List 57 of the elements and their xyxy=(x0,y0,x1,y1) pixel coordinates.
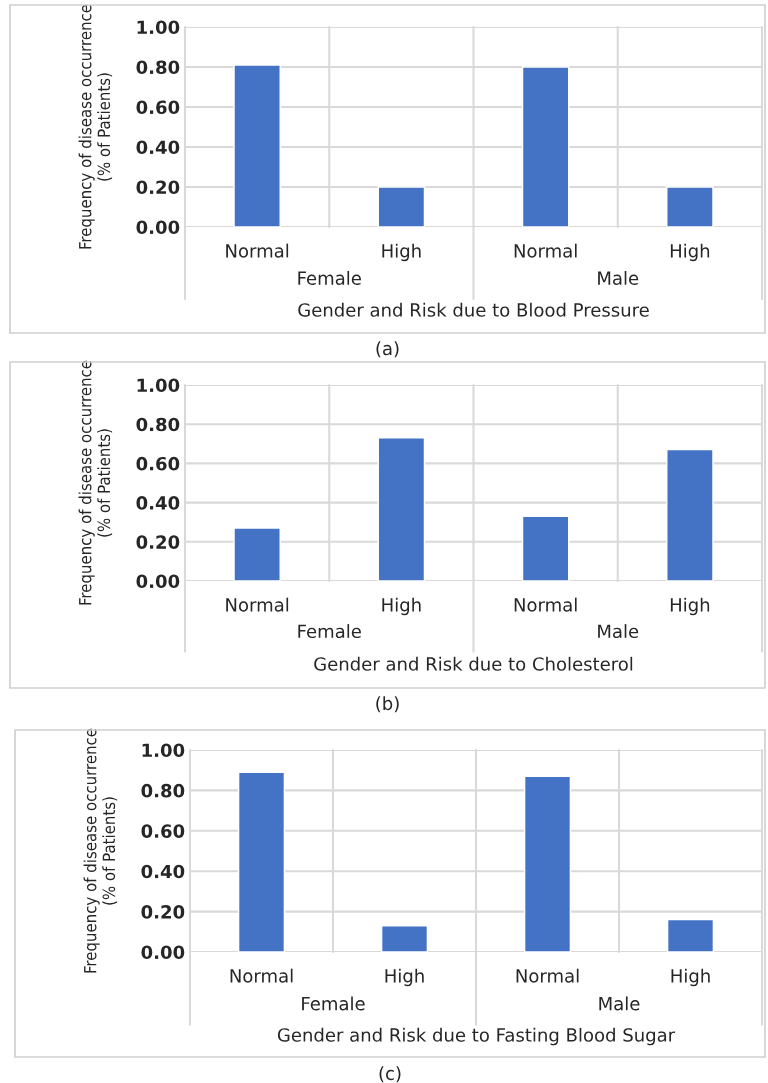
y-tick-label: 1.00 xyxy=(142,743,185,758)
y-tick-label: 0.60 xyxy=(136,456,180,471)
bar xyxy=(666,918,715,952)
bar xyxy=(521,515,570,581)
bar xyxy=(666,448,714,581)
text: (b) xyxy=(376,696,399,713)
bar xyxy=(237,771,286,952)
y-tick-label: 0.80 xyxy=(136,417,180,432)
text: Female xyxy=(302,996,365,1011)
x-tick-label: High xyxy=(670,597,710,616)
text: Female xyxy=(298,624,361,639)
text: (a) xyxy=(376,341,399,358)
y-tick-label: 0.20 xyxy=(136,535,180,549)
x-tick-label: Normal xyxy=(516,968,579,983)
x-axis-title: Gender and Risk due to Blood Pressure xyxy=(298,302,649,317)
x-tick-label: Normal xyxy=(230,968,293,983)
x-tick-label: High xyxy=(670,243,710,262)
y-tick-label: 0.20 xyxy=(136,180,180,195)
bar xyxy=(377,186,426,227)
y-tick-label: 0.00 xyxy=(141,945,185,960)
y-tick-label: 1.00 xyxy=(137,20,180,35)
bar xyxy=(380,925,429,952)
text: Female xyxy=(298,271,361,285)
x-tick-label: High xyxy=(382,597,421,616)
y-tick-label: 0.20 xyxy=(141,905,185,919)
text: (c) xyxy=(379,1066,401,1083)
text: Male xyxy=(599,996,640,1011)
y-tick-label: 1.00 xyxy=(137,378,180,393)
bar xyxy=(233,527,281,581)
text: Male xyxy=(598,271,639,285)
bar xyxy=(666,186,714,227)
bar xyxy=(523,775,572,952)
x-tick-label: Normal xyxy=(514,597,577,612)
y-tick-label: 0.00 xyxy=(136,574,180,589)
y-tick-label: 0.00 xyxy=(136,220,180,235)
y-tick-label: 0.60 xyxy=(136,100,180,115)
x-tick-label: Normal xyxy=(514,243,577,258)
y-axis-title: Frequency of disease occurrence (% of Patients) xyxy=(78,4,113,249)
y-tick-label: 0.80 xyxy=(141,783,185,798)
x-tick-label: High xyxy=(671,968,710,987)
x-tick-label: Normal xyxy=(226,597,289,612)
bar xyxy=(377,437,426,581)
x-tick-label: High xyxy=(385,968,424,987)
text: Male xyxy=(598,624,639,639)
y-axis-title: Frequency of disease occurrence (% of Patients) xyxy=(78,360,113,605)
x-axis-title: Gender and Risk due to Cholesterol xyxy=(314,656,633,671)
bar xyxy=(233,64,281,227)
y-tick-label: 0.80 xyxy=(136,60,180,75)
x-tick-label: High xyxy=(382,243,421,262)
x-axis-title: Gender and Risk due to Fasting Blood Sugar xyxy=(277,1027,676,1046)
y-tick-label: 0.40 xyxy=(141,864,185,879)
y-tick-label: 0.40 xyxy=(136,496,180,510)
y-axis-title: Frequency of disease occurrence (% of Patients) xyxy=(83,728,118,973)
y-tick-label: 0.40 xyxy=(136,140,180,155)
x-tick-label: Normal xyxy=(226,243,289,258)
bar xyxy=(521,66,570,227)
y-tick-label: 0.60 xyxy=(141,824,185,838)
